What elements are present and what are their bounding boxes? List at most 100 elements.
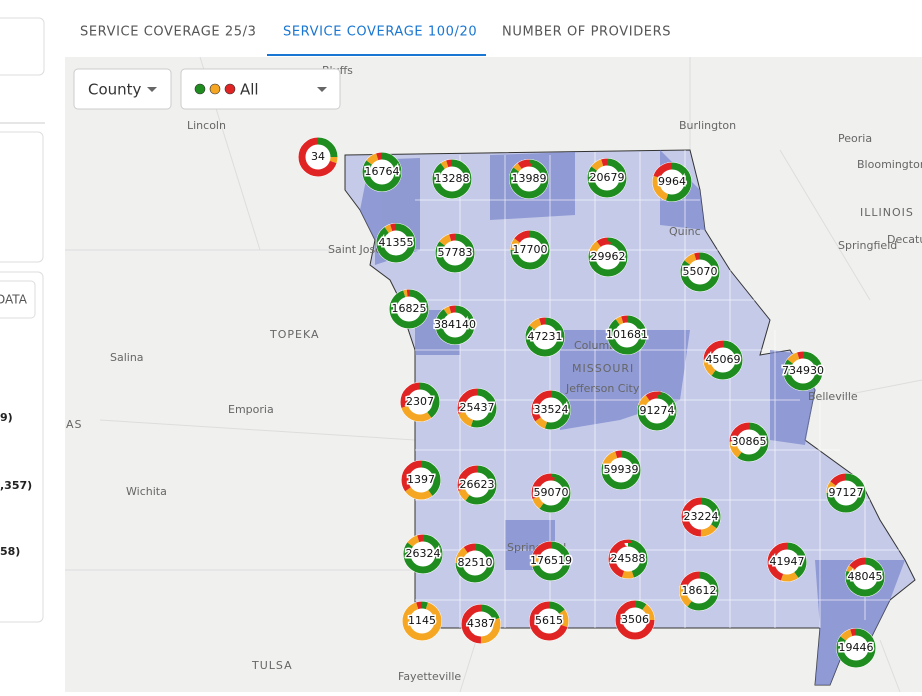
marker-label[interactable]: 1145 — [407, 613, 438, 629]
marker-label[interactable]: 57783 — [436, 245, 474, 261]
marker-label[interactable]: 17700 — [511, 242, 549, 258]
coverage-marker[interactable]: 2307 — [400, 382, 440, 422]
marker-label[interactable]: 26623 — [458, 477, 496, 493]
coverage-marker[interactable]: 1397 — [401, 460, 441, 500]
marker-label[interactable]: 101681 — [605, 327, 650, 343]
marker-label[interactable]: 4387 — [466, 616, 497, 632]
coverage-marker[interactable]: 91274 — [637, 391, 677, 431]
marker-label[interactable]: 176519 — [529, 553, 574, 569]
dropdown-arrow[interactable] — [147, 87, 157, 92]
coverage-marker[interactable]: 82510 — [455, 543, 495, 583]
coverage-segment — [529, 601, 569, 641]
marker-label[interactable]: 45069 — [704, 352, 742, 368]
coverage-marker[interactable]: 101681 — [605, 315, 650, 355]
coverage-marker[interactable]: 734930 — [781, 351, 826, 391]
marker-label[interactable]: 20679 — [588, 170, 626, 186]
marker-label[interactable]: 18612 — [680, 583, 718, 599]
panel-card — [0, 131, 44, 263]
coverage-marker[interactable]: 5615 — [529, 601, 569, 641]
coverage-marker[interactable]: 384140 — [433, 305, 478, 345]
county-lines — [415, 150, 900, 628]
coverage-marker[interactable]: 16764 — [362, 152, 402, 192]
marker-label[interactable]: 2307 — [405, 394, 436, 410]
coverage-marker[interactable]: 9964 — [652, 162, 692, 202]
coverage-marker[interactable]: 29962 — [588, 237, 628, 277]
marker-label[interactable]: 23224 — [682, 509, 720, 525]
dropdown-value[interactable]: County — [88, 81, 142, 99]
marker-label[interactable]: 1397 — [406, 472, 437, 488]
data-button[interactable] — [0, 280, 36, 319]
dropdown-value[interactable]: All — [240, 81, 259, 99]
coverage-segment — [588, 237, 628, 277]
marker-label[interactable]: 16764 — [363, 164, 401, 180]
marker-label[interactable]: 13989 — [510, 171, 548, 187]
marker-label[interactable]: 24588 — [609, 551, 647, 567]
dropdown-arrow[interactable] — [317, 87, 327, 92]
area-dropdown[interactable] — [73, 68, 172, 110]
marker-label[interactable]: 33524 — [532, 402, 570, 418]
marker-label[interactable]: 59070 — [532, 485, 570, 501]
coverage-marker[interactable]: 97127 — [826, 473, 866, 513]
tab[interactable]: NUMBER OF PROVIDERS — [502, 25, 671, 40]
coverage-marker[interactable]: 13288 — [432, 159, 472, 199]
marker-label[interactable]: 34 — [310, 149, 327, 165]
marker-label[interactable]: 384140 — [433, 317, 478, 333]
marker-label[interactable]: 13288 — [433, 171, 471, 187]
coverage-marker[interactable]: 41355 — [376, 223, 416, 263]
marker-label[interactable]: 16825 — [390, 301, 428, 317]
coverage-marker[interactable]: 47231 — [525, 317, 565, 357]
coverage-marker[interactable]: 33524 — [531, 390, 571, 430]
marker-label[interactable]: 19446 — [837, 640, 875, 656]
coverage-marker[interactable]: 45069 — [703, 340, 743, 380]
marker-label[interactable]: 41947 — [768, 554, 806, 570]
button-label[interactable]: DATA — [0, 293, 28, 307]
marker-label[interactable]: 41355 — [377, 235, 415, 251]
marker-label[interactable]: 91274 — [638, 403, 676, 419]
coverage-segment — [652, 162, 692, 202]
marker-label[interactable]: 29962 — [589, 249, 627, 265]
coverage-marker[interactable]: 20679 — [587, 158, 627, 198]
marker-label[interactable]: 25437 — [458, 400, 496, 416]
coverage-marker[interactable]: 25437 — [457, 388, 497, 428]
coverage-marker[interactable]: 26324 — [403, 534, 443, 574]
marker-label[interactable]: 97127 — [827, 485, 865, 501]
coverage-marker[interactable]: 4387 — [461, 604, 501, 644]
coverage-marker[interactable]: 26623 — [457, 465, 497, 505]
marker-label[interactable]: 55070 — [681, 264, 719, 280]
marker-label[interactable]: 48045 — [846, 569, 884, 585]
coverage-marker[interactable]: 18612 — [679, 571, 719, 611]
tab-indicator — [267, 54, 486, 56]
coverage-marker[interactable]: 19446 — [836, 628, 876, 668]
marker-label[interactable]: 734930 — [781, 363, 826, 379]
coverage-marker[interactable]: 17700 — [510, 230, 550, 270]
coverage-segment — [376, 223, 416, 263]
coverage-marker[interactable]: 13989 — [509, 159, 549, 199]
coverage-marker[interactable]: 30865 — [729, 422, 769, 462]
coverage-marker[interactable]: 24588 — [608, 539, 648, 579]
coverage-marker[interactable]: 57783 — [435, 233, 475, 273]
status-dropdown[interactable] — [180, 68, 341, 110]
coverage-marker[interactable]: 176519 — [529, 541, 574, 581]
place-label: Belleville — [808, 390, 858, 403]
marker-label[interactable]: 82510 — [456, 555, 494, 571]
marker-label[interactable]: 59939 — [602, 462, 640, 478]
coverage-marker[interactable]: 3506 — [615, 600, 655, 640]
coverage-marker[interactable]: 41947 — [767, 542, 807, 582]
coverage-marker[interactable]: 34 — [298, 137, 338, 177]
coverage-marker[interactable]: 55070 — [680, 252, 720, 292]
marker-label[interactable]: 26324 — [404, 546, 442, 562]
marker-label[interactable]: 3506 — [620, 612, 651, 628]
marker-label[interactable]: 9964 — [657, 174, 688, 190]
tab[interactable]: SERVICE COVERAGE 100/20 — [283, 25, 477, 40]
coverage-marker[interactable]: 16825 — [389, 289, 429, 329]
coverage-marker[interactable]: 59939 — [601, 450, 641, 490]
marker-label[interactable]: 5615 — [534, 613, 565, 629]
coverage-marker[interactable]: 48045 — [845, 557, 885, 597]
tab[interactable]: SERVICE COVERAGE 25/3 — [80, 25, 257, 40]
coverage-marker[interactable]: 23224 — [681, 497, 721, 537]
marker-label[interactable]: 47231 — [526, 329, 564, 345]
marker-label[interactable]: 30865 — [730, 434, 768, 450]
coverage-marker[interactable]: 59070 — [531, 473, 571, 513]
coverage-segment — [362, 152, 402, 192]
coverage-marker[interactable]: 1145 — [402, 601, 442, 641]
